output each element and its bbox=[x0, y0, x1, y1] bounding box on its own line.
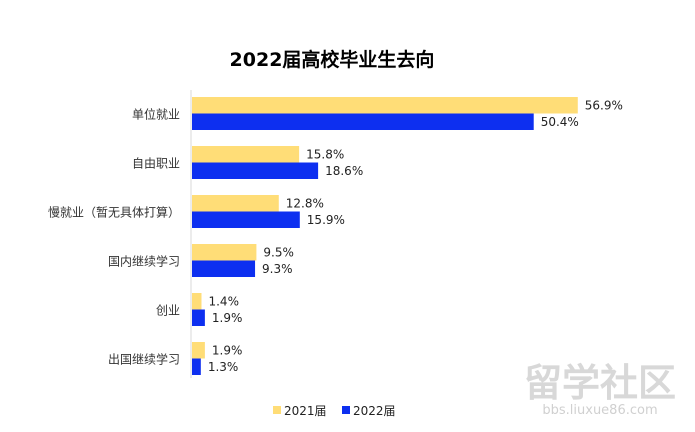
chart-title: 2022届高校毕业生去向 bbox=[230, 48, 435, 71]
legend-swatch-2022 bbox=[342, 406, 350, 414]
bar-2021届 bbox=[192, 146, 300, 163]
bar-2021届 bbox=[192, 195, 279, 212]
bars-layer: 56.9% 50.4% 15.8% 18.6% 12.8% 15.9% 9.5% 9.3% 1.… bbox=[192, 97, 623, 375]
legend: 2021届 2022届 bbox=[273, 404, 396, 418]
bar-2022届 bbox=[192, 260, 256, 277]
data-label-2021届: 9.5% bbox=[263, 246, 294, 260]
data-label-2022届: 1.9% bbox=[212, 311, 243, 325]
category-label: 自由职业 bbox=[132, 157, 180, 171]
data-label-2022届: 9.3% bbox=[262, 262, 293, 276]
data-label-2022届: 1.3% bbox=[208, 360, 239, 374]
bar-2021届 bbox=[192, 293, 202, 310]
data-label-2022届: 50.4% bbox=[541, 115, 579, 129]
bar-2022届 bbox=[192, 211, 300, 228]
legend-swatch-2021 bbox=[273, 406, 281, 414]
category-label: 国内继续学习 bbox=[108, 254, 180, 269]
bar-2022届 bbox=[192, 309, 205, 326]
data-label-2021届: 15.8% bbox=[306, 148, 344, 162]
category-label: 创业 bbox=[156, 304, 180, 318]
legend-label-2022: 2022届 bbox=[353, 404, 396, 418]
bar-2021届 bbox=[192, 97, 578, 114]
data-label-2021届: 1.9% bbox=[212, 344, 243, 358]
watermark-url: bbs.liuxue86.com bbox=[542, 403, 657, 418]
data-label-2022届: 15.9% bbox=[307, 213, 345, 227]
bar-2021届 bbox=[192, 244, 257, 261]
data-label-2021届: 1.4% bbox=[208, 295, 239, 309]
watermark-logo-text: 留学社区 bbox=[524, 361, 676, 405]
data-label-2021届: 12.8% bbox=[286, 197, 324, 211]
bar-2022届 bbox=[192, 358, 201, 375]
bar-2022届 bbox=[192, 113, 534, 130]
data-label-2021届: 56.9% bbox=[585, 99, 623, 113]
bar-2022届 bbox=[192, 162, 319, 179]
category-label: 单位就业 bbox=[132, 107, 180, 122]
data-label-2022届: 18.6% bbox=[325, 164, 363, 178]
bar-2021届 bbox=[192, 342, 205, 359]
category-label: 出国继续学习 bbox=[108, 352, 180, 367]
watermark: 留学社区 bbs.liuxue86.com bbox=[524, 361, 676, 418]
category-label: 慢就业（暂无具体打算） bbox=[48, 205, 180, 220]
legend-label-2021: 2021届 bbox=[284, 404, 327, 418]
